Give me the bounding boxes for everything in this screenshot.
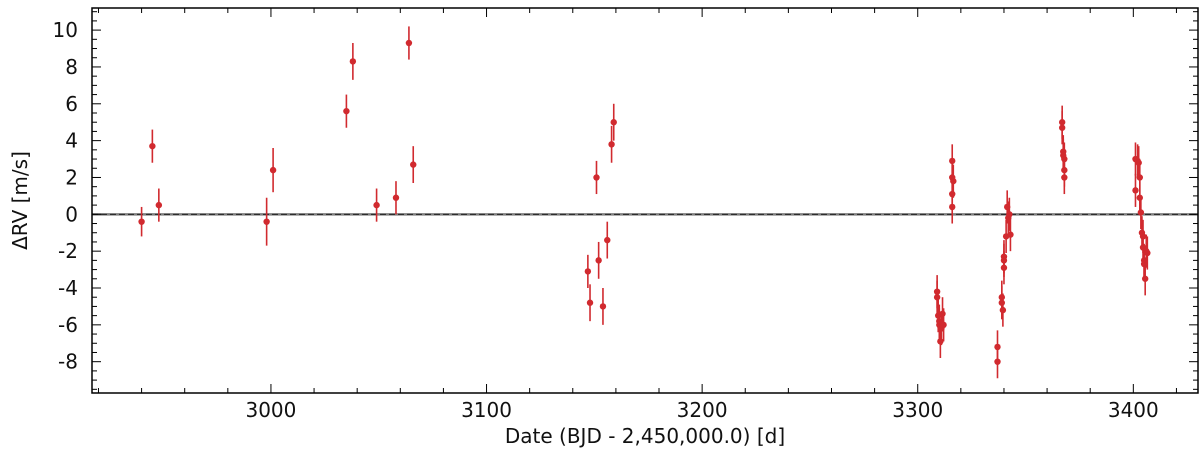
data-point [999,306,1007,314]
data-point [933,294,941,301]
data-point [1000,264,1008,271]
data-point [994,358,1001,365]
data-point [593,174,600,181]
data-point [1136,174,1143,181]
data-point [604,236,611,244]
data-point [1141,275,1149,282]
data-point [584,268,592,275]
y-tick-label: -4 [58,276,78,300]
x-tick-label: 3400 [1108,398,1159,422]
data-point [608,141,615,148]
plot-frame [91,7,1199,394]
data-point [138,218,145,225]
x-tick-label: 3100 [461,398,512,422]
data-point [263,218,270,225]
data-point [1135,159,1142,166]
data-point [373,201,380,209]
data-point [937,338,944,345]
y-tick-label: 6 [65,92,78,116]
data-point [1137,209,1145,216]
y-tick-label: 10 [53,18,78,42]
plot-area [92,26,1198,379]
data-point [155,201,163,209]
y-tick-label: -6 [58,313,78,337]
y-tick-label: -2 [58,239,78,263]
data-point [149,142,156,150]
data-point [410,161,417,168]
data-point [610,119,617,126]
data-point [269,166,277,174]
data-point [1136,194,1143,201]
data-point [998,299,1006,306]
data-point [1144,249,1151,257]
axis-tick-labels: 3000 3100 3200 3300 3400 -8 -6 -4 -2 0 2 4 6 8 10 [53,18,1159,422]
x-tick-label: 3300 [892,398,943,422]
y-tick-label: -8 [58,350,78,374]
data-point [940,321,947,329]
data-point [586,299,594,306]
x-tick-label: 3000 [245,398,296,422]
data-point [1132,187,1139,194]
axis-ticks [92,8,1198,393]
data-point [599,303,607,310]
y-tick-label: 4 [65,129,78,153]
data-point [349,58,357,65]
data-point [343,107,350,115]
x-tick-label: 3200 [677,398,728,422]
data-point [595,257,602,264]
data-point [1061,174,1068,181]
y-axis-label: ΔRV [m/s] [8,151,32,250]
y-tick-label: 2 [65,165,78,189]
y-tick-label: 8 [65,55,78,79]
data-point [1006,211,1013,218]
data-point [949,203,956,211]
data-point [950,177,957,185]
data-point [1007,231,1014,238]
data-point [1058,124,1066,131]
data-point [939,310,946,317]
data-point [405,39,413,47]
y-tick-label: 0 [65,202,78,226]
data-point [392,194,400,201]
x-axis-label: Date (BJD - 2,450,000.0) [d] [505,424,785,448]
